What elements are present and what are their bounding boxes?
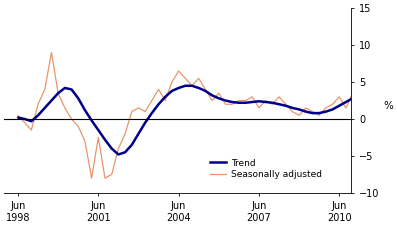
Y-axis label: %: % [383,101,393,111]
Legend: Trend, Seasonally adjusted: Trend, Seasonally adjusted [206,155,326,183]
